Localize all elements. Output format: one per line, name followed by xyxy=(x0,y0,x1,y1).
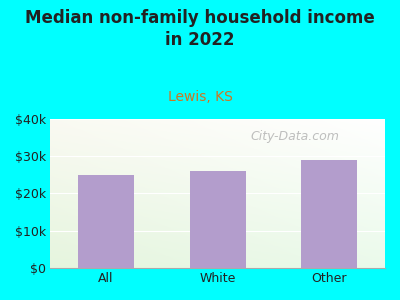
Bar xyxy=(301,160,357,268)
Text: Median non-family household income
in 2022: Median non-family household income in 20… xyxy=(25,9,375,49)
Text: Lewis, KS: Lewis, KS xyxy=(168,90,232,104)
Bar xyxy=(78,175,134,268)
Text: City-Data.com: City-Data.com xyxy=(250,130,339,143)
Bar xyxy=(190,171,246,268)
